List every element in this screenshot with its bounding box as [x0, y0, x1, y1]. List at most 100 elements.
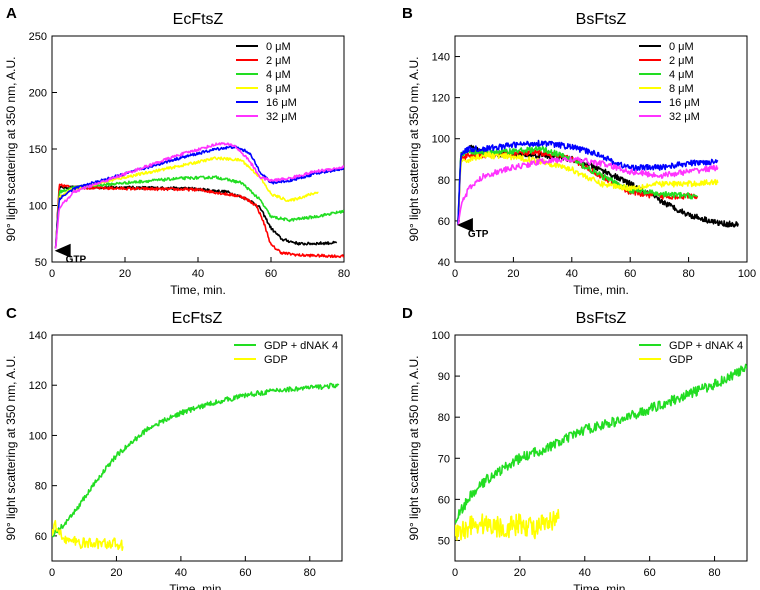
- legend-label: GDP + dNAK 4: [264, 340, 338, 352]
- y-tick-label: 40: [438, 257, 450, 269]
- series-line: [457, 151, 719, 226]
- y-tick-label: 60: [438, 216, 450, 228]
- series-group: [52, 382, 340, 551]
- series-line: [52, 519, 124, 551]
- chart-title: BsFtsZ: [576, 310, 627, 327]
- y-tick-label: 250: [29, 31, 47, 43]
- x-axis-label: Time, min.: [573, 283, 629, 297]
- plot-frame: [454, 35, 748, 263]
- x-tick-label: 20: [119, 268, 131, 280]
- x-tick-label: 40: [175, 567, 187, 579]
- series-line: [52, 382, 340, 538]
- y-tick-label: 80: [438, 175, 450, 187]
- legend-label: GDP: [669, 354, 693, 366]
- panel-letter: D: [402, 305, 413, 322]
- y-tick-label: 80: [35, 481, 47, 493]
- x-tick-label: 40: [192, 268, 204, 280]
- legend-label: 32 μM: [266, 111, 297, 123]
- y-axis-label: 90° light scattering at 350 nm, A.U.: [4, 57, 18, 242]
- legend-label: 16 μM: [669, 97, 700, 109]
- x-axis-label: Time, min.: [573, 582, 629, 590]
- panel-c: C EcFtsZ 0 20 40 60 80 60 80 100 120 140 Time, min. 9…: [4, 305, 343, 590]
- legend-label: GDP + dNAK 4: [669, 340, 743, 352]
- annotation-label: GTP: [468, 229, 489, 240]
- legend-label: 4 μM: [669, 69, 694, 81]
- panel-d: D BsFtsZ 0 20 40 60 80 50 60 70 80 90 100 Time, min. 9…: [402, 305, 748, 590]
- legend: GDP + dNAK 4 GDP: [639, 340, 743, 366]
- x-tick-label: 100: [738, 268, 756, 280]
- panel-letter: B: [402, 5, 413, 22]
- series-line: [54, 185, 338, 249]
- x-axis-label: Time, min.: [170, 283, 226, 297]
- legend-label: 32 μM: [669, 111, 700, 123]
- y-tick-label: 80: [438, 412, 450, 424]
- y-tick-label: 90: [438, 371, 450, 383]
- x-tick-label: 80: [682, 268, 694, 280]
- legend-label: 8 μM: [669, 83, 694, 95]
- series-line: [457, 139, 719, 226]
- legend-label: 16 μM: [266, 97, 297, 109]
- series-line: [54, 142, 344, 249]
- legend: 0 μM 2 μM 4 μM 8 μM 16 μM 32 μM: [236, 41, 297, 123]
- chart-title: BsFtsZ: [576, 11, 627, 28]
- x-tick-label: 20: [110, 567, 122, 579]
- x-tick-label: 40: [579, 567, 591, 579]
- y-tick-label: 120: [432, 93, 450, 105]
- legend-label: GDP: [264, 354, 288, 366]
- y-tick-label: 100: [432, 134, 450, 146]
- x-tick-label: 60: [644, 567, 656, 579]
- panel-a: A EcFtsZ 0 20 40 60 80 50 100 150 200 250 Time, min.…: [4, 5, 350, 297]
- panel-b: B BsFtsZ 0 20 40 60 80 100 40 60 80 100 120 140 Time, …: [402, 5, 756, 297]
- y-tick-label: 60: [35, 531, 47, 543]
- legend: GDP + dNAK 4 GDP: [234, 340, 338, 366]
- x-tick-label: 0: [49, 268, 55, 280]
- chart-title: EcFtsZ: [173, 11, 224, 28]
- x-tick-label: 20: [507, 268, 519, 280]
- x-tick-label: 80: [708, 567, 720, 579]
- series-line: [455, 363, 747, 524]
- y-tick-label: 70: [438, 453, 450, 465]
- y-tick-label: 120: [29, 380, 47, 392]
- legend: 0 μM 2 μM 4 μM 8 μM 16 μM 32 μM: [639, 41, 700, 123]
- x-tick-label: 60: [265, 268, 277, 280]
- series-line: [54, 183, 344, 259]
- y-tick-label: 140: [432, 52, 450, 64]
- legend-label: 2 μM: [266, 55, 291, 67]
- y-tick-label: 200: [29, 88, 47, 100]
- plot-frame: [454, 334, 748, 562]
- plot-frame: [51, 334, 343, 562]
- legend-label: 0 μM: [669, 41, 694, 53]
- x-tick-label: 60: [239, 567, 251, 579]
- y-axis-label: 90° light scattering at 350 nm, A.U.: [4, 356, 18, 541]
- y-tick-label: 60: [438, 494, 450, 506]
- series-group: [455, 363, 747, 541]
- x-tick-label: 80: [338, 268, 350, 280]
- y-tick-label: 150: [29, 144, 47, 156]
- y-tick-label: 50: [35, 257, 47, 269]
- legend-label: 8 μM: [266, 83, 291, 95]
- x-tick-label: 80: [304, 567, 316, 579]
- series-line: [455, 508, 560, 541]
- legend-label: 4 μM: [266, 69, 291, 81]
- x-axis-label: Time, min.: [169, 582, 225, 590]
- x-tick-label: 0: [49, 567, 55, 579]
- x-tick-label: 60: [624, 268, 636, 280]
- y-tick-label: 50: [438, 535, 450, 547]
- x-tick-label: 20: [514, 567, 526, 579]
- chart-title: EcFtsZ: [172, 310, 223, 327]
- y-axis-label: 90° light scattering at 350 nm, A.U.: [407, 57, 421, 242]
- arrow-icon: [54, 243, 71, 258]
- x-tick-label: 40: [566, 268, 578, 280]
- y-tick-label: 100: [29, 430, 47, 442]
- series-group: [457, 139, 739, 228]
- panel-letter: A: [6, 5, 17, 22]
- series-line: [54, 175, 344, 249]
- legend-label: 2 μM: [669, 55, 694, 67]
- x-tick-label: 0: [452, 268, 458, 280]
- y-tick-label: 100: [29, 201, 47, 213]
- series-line: [457, 156, 719, 226]
- y-axis-label: 90° light scattering at 350 nm, A.U.: [407, 356, 421, 541]
- y-tick-label: 140: [29, 330, 47, 342]
- y-tick-label: 100: [432, 330, 450, 342]
- x-tick-label: 0: [452, 567, 458, 579]
